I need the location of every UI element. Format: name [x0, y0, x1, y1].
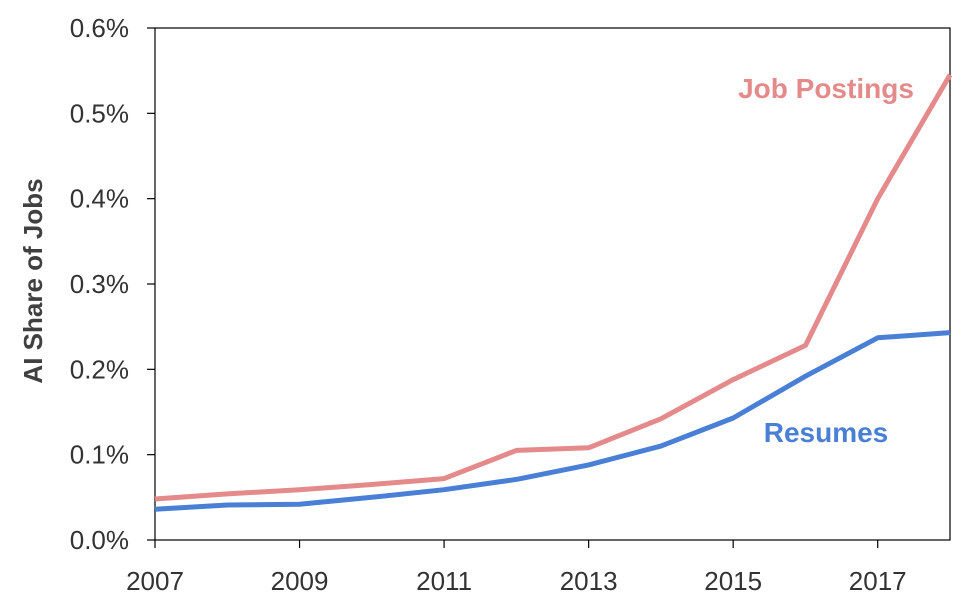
y-tick-label: 0.1% — [70, 440, 129, 470]
series-lines — [154, 73, 953, 512]
y-tick-label: 0.3% — [70, 269, 129, 299]
x-tick-label: 2013 — [560, 566, 618, 596]
y-tick-label: 0.5% — [70, 98, 129, 128]
y-tick-labels: 0.0% 0.1% 0.2% 0.3% 0.4% 0.5% 0.6% — [70, 13, 129, 555]
series-label-resumes: Resumes — [764, 417, 889, 448]
y-tick-label: 0.0% — [70, 525, 129, 555]
series-line-resumes — [154, 330, 951, 512]
x-tick-label: 2011 — [416, 566, 472, 596]
x-tick-label: 2015 — [704, 566, 762, 596]
y-tick-label: 0.6% — [70, 13, 129, 43]
plot-frame — [154, 27, 951, 541]
y-tick-label: 0.2% — [70, 354, 129, 384]
x-tick-label: 2017 — [849, 566, 907, 596]
x-tick-label: 2009 — [271, 566, 329, 596]
series-line-job-postings — [154, 73, 953, 502]
series-label-job-postings: Job Postings — [738, 73, 914, 104]
x-tick-labels: 2007 2009 2011 2013 2015 2017 — [126, 566, 907, 596]
x-tick-label: 2007 — [126, 566, 184, 596]
axes — [147, 27, 951, 548]
y-tick-label: 0.4% — [70, 184, 129, 214]
y-axis-label: AI Share of Jobs — [18, 178, 48, 383]
